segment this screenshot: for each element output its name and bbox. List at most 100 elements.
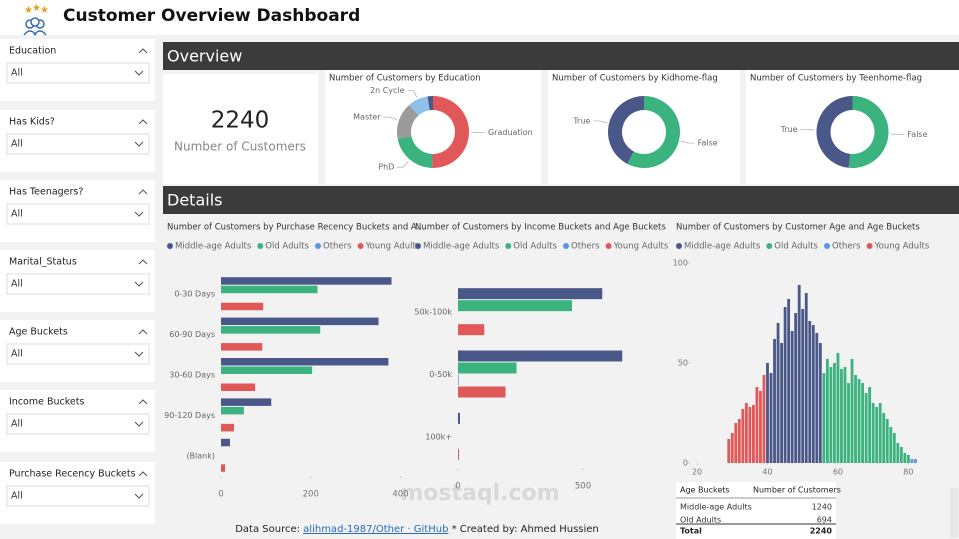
y-tick-label: 100 [673, 259, 688, 268]
collapse-chevron[interactable] [138, 329, 148, 335]
dropdown-chevron[interactable] [134, 421, 144, 427]
donut-slice [432, 96, 470, 168]
y-tick-label: 30-60 Days [169, 371, 215, 380]
legend-label: Young Adults [874, 242, 930, 252]
leader-line [383, 116, 398, 120]
dropdown-value: All [11, 139, 23, 150]
x-tick-label: 60 [833, 468, 843, 477]
legend-label: Others [323, 242, 352, 252]
bar [221, 438, 230, 447]
footer-text: Data Source: [235, 524, 303, 535]
x-tick-label: 80 [903, 468, 913, 477]
donut-slice [427, 96, 433, 111]
leader-line [407, 89, 418, 98]
collapse-chevron[interactable] [138, 48, 148, 54]
histogram-bar [815, 333, 819, 463]
dropdown[interactable] [6, 273, 150, 295]
slice-label: 2n Cycle [370, 86, 405, 95]
histogram-bar [857, 379, 861, 463]
chart-title: Number of Customers by Teenhome-flag [750, 74, 922, 84]
footer-link[interactable]: alihmad-1987/Other · GitHub [303, 524, 448, 535]
scrollbar[interactable] [950, 488, 958, 538]
logo-icon: ★ ★ ★ [23, 3, 49, 36]
dropdown[interactable] [6, 485, 150, 507]
donut-slice [608, 96, 644, 164]
dropdown-chevron[interactable] [134, 211, 144, 217]
legend-marker [505, 243, 512, 249]
collapse-chevron[interactable] [138, 399, 148, 405]
dropdown[interactable] [6, 343, 150, 365]
filter-label: Has Kids? [9, 117, 55, 128]
y-tick-label: 0 [683, 459, 688, 468]
filter-label: Marital_Status [9, 257, 77, 268]
section-bar [163, 186, 959, 214]
dropdown-chevron[interactable] [134, 351, 144, 357]
histogram-bar [797, 285, 801, 463]
leader-line [680, 140, 695, 144]
legend-label: Old Adults [774, 242, 818, 252]
histogram-bar [861, 383, 865, 463]
histogram-bar [766, 363, 769, 463]
collapse-chevron[interactable] [138, 259, 148, 265]
table-cell: Middle-age Adults [680, 503, 752, 512]
dropdown-chevron[interactable] [134, 141, 144, 147]
histogram-bar [889, 427, 893, 463]
legend-marker [357, 243, 364, 249]
table-total: 2240 [810, 527, 833, 536]
filter-label: Has Teenagers? [9, 187, 83, 198]
bar [458, 386, 506, 398]
bar [221, 277, 392, 285]
collapse-chevron[interactable] [138, 471, 148, 477]
legend-marker [676, 243, 682, 249]
bar [458, 350, 623, 362]
legend-label: Others [832, 242, 861, 252]
bar [221, 423, 235, 432]
histogram-bar [875, 407, 879, 463]
slice-label: Master [353, 113, 381, 122]
filter-label: Education [9, 46, 56, 57]
histogram-bar [769, 373, 773, 463]
table-cell: 694 [817, 516, 832, 525]
slice-label: PhD [378, 163, 394, 172]
bar [221, 383, 256, 391]
dropdown[interactable] [6, 203, 150, 225]
dropdown-chevron[interactable] [134, 281, 144, 287]
collapse-chevron[interactable] [138, 119, 148, 125]
histogram-bar [836, 353, 840, 463]
dropdown-chevron[interactable] [134, 493, 144, 499]
chart-title: Number of Customers by Customer Age and … [676, 223, 920, 233]
dropdown[interactable] [6, 413, 150, 435]
legend-marker [605, 243, 612, 249]
bar [458, 448, 459, 460]
histogram-bar [734, 423, 738, 463]
y-tick-label: 90-120 Days [164, 411, 215, 420]
watermark: mostaql.com [400, 481, 559, 506]
donut-slice [409, 96, 430, 116]
histogram-bar [885, 419, 889, 463]
bar [458, 362, 517, 374]
donut-slice [848, 96, 889, 168]
svg-text:★: ★ [24, 5, 33, 16]
footer-text: * Created by: Ahmed Hussien [448, 524, 598, 535]
dropdown-chevron[interactable] [134, 70, 144, 76]
histogram-bar [850, 359, 854, 463]
histogram-bar [751, 405, 755, 463]
histogram-bar [762, 375, 766, 463]
table-total: Total [680, 527, 702, 536]
bar [458, 412, 460, 424]
histogram-bar [780, 343, 783, 463]
collapse-chevron[interactable] [138, 189, 148, 195]
histogram-bar [896, 443, 900, 463]
histogram-bar [914, 459, 917, 463]
leader-line [397, 160, 409, 168]
bar [221, 398, 272, 406]
histogram-bar [878, 403, 882, 463]
dropdown[interactable] [6, 62, 150, 84]
histogram-bar [801, 309, 805, 463]
dropdown[interactable] [6, 133, 150, 155]
histogram-bar [794, 313, 798, 463]
histogram-bar [744, 403, 748, 463]
legend-marker [824, 243, 830, 249]
donut-slice [627, 96, 681, 168]
histogram-bar [727, 439, 731, 463]
